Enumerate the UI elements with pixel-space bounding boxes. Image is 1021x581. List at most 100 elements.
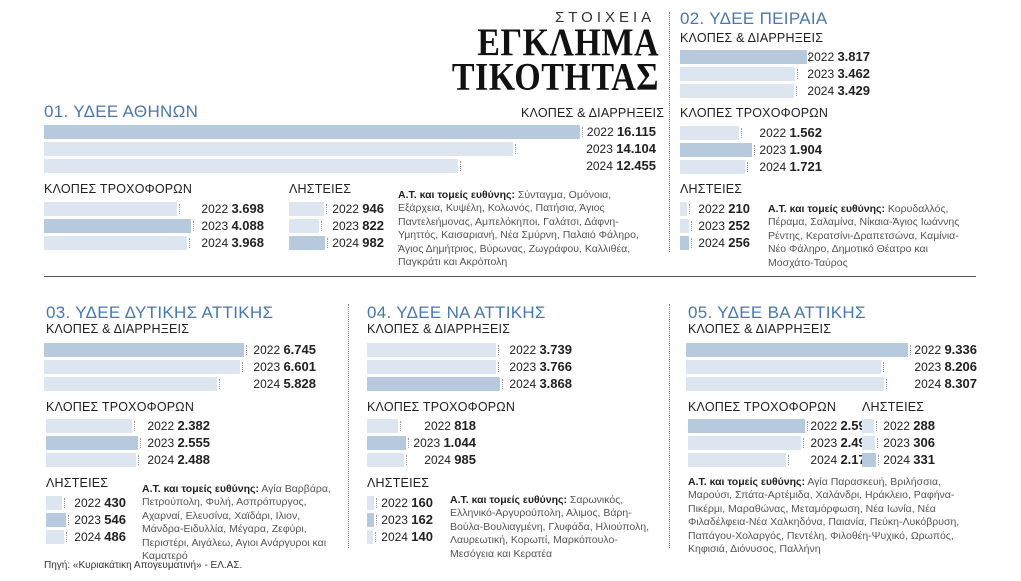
chart-value-label: 256 xyxy=(728,235,750,250)
precincts-list: Σαρωνικός, Ελληνικό-Αργυρούπολη, Αλιμος,… xyxy=(450,494,650,560)
source-note: Πηγή: «Κυριακάτικη Απογευματινή» - ΕΛ.ΑΣ… xyxy=(44,560,243,571)
chart-data-label: 2023 822 xyxy=(332,218,384,233)
chart-bar xyxy=(862,419,874,433)
chart-bar xyxy=(688,453,786,467)
chart-leader-line xyxy=(883,362,884,372)
chart-leader-line xyxy=(140,438,141,448)
title-line-1: ΕΓΚΛΗΜΑ xyxy=(477,21,659,64)
chart-bar xyxy=(44,125,580,139)
chart-bar xyxy=(688,436,801,450)
precincts-prefix: Α.Τ. και τομείς ευθύνης: xyxy=(450,494,567,506)
chart-data-label: 2024 3.868 xyxy=(509,376,572,391)
chart-bar xyxy=(680,126,739,140)
vertical-divider-top xyxy=(669,12,670,252)
chart-leader-line xyxy=(797,69,798,79)
chart-leader-line xyxy=(376,515,377,525)
chart-bar xyxy=(688,419,805,433)
chart-data-label: 2022 160 xyxy=(381,495,433,510)
chart-value-label: 3.698 xyxy=(231,201,264,216)
piraeus-robbery-heading: ΛΗΣΤΕΙΕΣ xyxy=(680,182,743,196)
chart-leader-line xyxy=(754,145,755,155)
chart-bar xyxy=(680,50,807,64)
chart-bar xyxy=(44,343,244,357)
southeast-vehicle-heading: ΚΛΟΠΕΣ ΤΡΟΧΟΦΟΡΩΝ xyxy=(367,400,516,414)
chart-bar xyxy=(289,236,325,250)
section-title-west: 03. ΥΔΕΕ ΔΥΤΙΚΗΣ ΑΤΤΙΚΗΣ xyxy=(46,303,274,322)
chart-leader-line xyxy=(400,421,401,431)
chart-leader-line xyxy=(179,204,180,214)
chart-data-label: 2023 8.206 xyxy=(914,359,977,374)
chart-leader-line xyxy=(877,438,878,448)
athens-vehicle-heading: ΚΛΟΠΕΣ ΤΡΟΧΟΦΟΡΩΝ xyxy=(44,182,193,196)
precincts-list: Σύνταγμα, Ομόνοια, Εξάρχεια, Κυψέλη, Κολ… xyxy=(398,189,639,269)
chart-leader-line xyxy=(242,362,243,372)
chart-data-label: 2023 1.044 xyxy=(413,435,476,450)
chart-leader-line xyxy=(375,532,376,542)
chart-bar xyxy=(686,343,908,357)
chart-year-label: 2024 xyxy=(253,377,284,391)
precincts-prefix: Α.Τ. και τομείς ευθύνης: xyxy=(398,189,515,201)
northeast-vehicle-heading: ΚΛΟΠΕΣ ΤΡΟΧΟΦΟΡΩΝ xyxy=(688,400,837,414)
southeast-robbery-heading: ΛΗΣΤΕΙΕΣ xyxy=(367,476,430,490)
chart-year-label: 2023 xyxy=(253,360,284,374)
chart-bar xyxy=(44,377,217,391)
section-title-northeast: 05. ΥΔΕΕ ΒΑ ΑΤΤΙΚΗΣ xyxy=(688,303,866,322)
precincts-prefix: Α.Τ. και τομείς ευθύνης: xyxy=(142,483,259,495)
precincts-prefix: Α.Τ. και τομείς ευθύνης: xyxy=(688,476,805,488)
chart-data-label: 2022 6.745 xyxy=(253,342,316,357)
chart-leader-line xyxy=(406,455,407,465)
chart-data-label: 2022 818 xyxy=(424,418,476,433)
chart-leader-line xyxy=(376,498,377,508)
chart-year-label: 2022 xyxy=(807,50,838,64)
chart-value-label: 14.104 xyxy=(616,141,656,156)
chart-leader-line xyxy=(747,162,748,172)
chart-value-label: 16.115 xyxy=(616,124,656,139)
west-burglary-heading: ΚΛΟΠΕΣ & ΔΙΑΡΡΗΞΕΙΣ xyxy=(46,322,190,336)
chart-value-label: 12.455 xyxy=(616,158,656,173)
chart-leader-line xyxy=(515,144,516,154)
chart-year-label: 2022 xyxy=(201,202,232,216)
chart-data-label: 2024 982 xyxy=(332,235,384,250)
chart-bar xyxy=(686,360,881,374)
west-robbery-heading: ΛΗΣΤΕΙΕΣ xyxy=(46,476,109,490)
chart-bar xyxy=(680,236,689,250)
chart-year-label: 2024 xyxy=(201,236,232,250)
chart-bar xyxy=(680,202,687,216)
infographic-kicker: ΣΤΟΙΧΕΙΑ xyxy=(555,9,656,26)
chart-year-label: 2022 xyxy=(253,343,284,357)
chart-value-label: 2.382 xyxy=(177,418,210,433)
chart-data-label: 2024 1.721 xyxy=(759,159,822,174)
chart-value-label: 1.721 xyxy=(789,159,822,174)
chart-bar xyxy=(44,202,177,216)
chart-data-label: 2022 2.382 xyxy=(147,418,210,433)
chart-bar xyxy=(367,377,500,391)
chart-year-label: 2022 xyxy=(147,419,178,433)
chart-data-label: 2023 6.601 xyxy=(253,359,316,374)
chart-data-label: 2022 210 xyxy=(698,201,750,216)
chart-year-label: 2023 xyxy=(413,436,444,450)
chart-leader-line xyxy=(68,515,69,525)
chart-value-label: 6.601 xyxy=(283,359,316,374)
chart-data-label: 2024 5.828 xyxy=(253,376,316,391)
chart-year-label: 2023 xyxy=(759,143,790,157)
chart-year-label: 2023 xyxy=(201,219,232,233)
chart-year-label: 2022 xyxy=(759,126,790,140)
chart-data-label: 2022 9.336 xyxy=(914,342,977,357)
chart-value-label: 331 xyxy=(913,452,935,467)
chart-year-label: 2022 xyxy=(883,419,914,433)
chart-year-label: 2022 xyxy=(424,419,455,433)
chart-value-label: 3.739 xyxy=(539,342,572,357)
chart-data-label: 2022 3.698 xyxy=(201,201,264,216)
chart-bar xyxy=(46,453,136,467)
chart-value-label: 140 xyxy=(411,529,433,544)
chart-leader-line xyxy=(876,421,877,431)
chart-data-label: 2024 486 xyxy=(74,529,126,544)
chart-leader-line xyxy=(809,52,810,62)
chart-bar xyxy=(367,343,496,357)
chart-data-label: 2023 1.904 xyxy=(759,142,822,157)
chart-data-label: 2023 252 xyxy=(698,218,750,233)
chart-data-label: 2022 16.115 xyxy=(587,124,656,139)
chart-year-label: 2024 xyxy=(810,453,841,467)
chart-value-label: 822 xyxy=(362,218,384,233)
chart-data-label: 2024 985 xyxy=(424,452,476,467)
